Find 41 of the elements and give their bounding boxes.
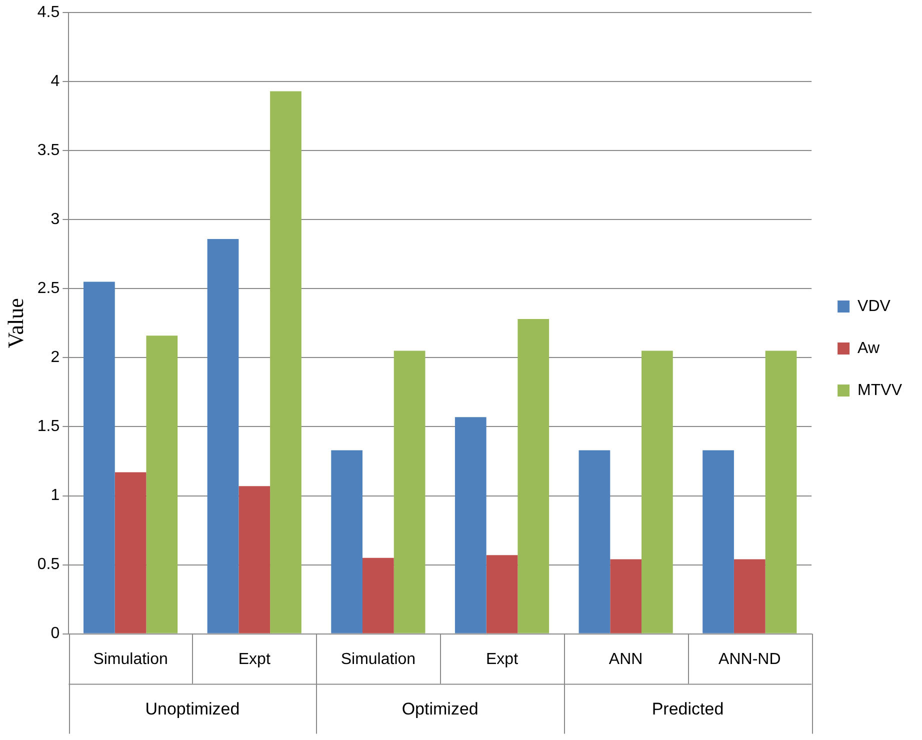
legend-label: Aw — [858, 340, 880, 357]
y-tick-label: 3.5 — [37, 142, 60, 160]
x-tick-label: Simulation — [93, 650, 168, 668]
bar — [765, 350, 797, 634]
legend-label: VDV — [858, 298, 891, 315]
y-tick-label: 4.5 — [37, 4, 60, 22]
y-tick-label: 2 — [50, 349, 60, 366]
y-axis-title: Value — [2, 298, 28, 348]
bar — [486, 555, 518, 634]
bar — [394, 350, 426, 634]
bar — [642, 350, 673, 634]
bar — [84, 282, 115, 634]
x-tick-label: Simulation — [340, 650, 416, 668]
x-tick-label: ANN — [608, 650, 643, 668]
legend-label: MTVV — [858, 382, 902, 399]
x-tick-label: Expt — [238, 650, 271, 668]
bar — [146, 336, 178, 634]
bar — [610, 559, 642, 634]
y-tick-label: 0 — [50, 625, 60, 642]
bar — [518, 319, 550, 634]
bar — [270, 91, 302, 634]
text: Optimized — [402, 699, 478, 718]
bar — [114, 472, 146, 634]
bar — [702, 450, 734, 634]
x-tick-label: Expt — [486, 650, 519, 668]
bar — [578, 450, 610, 634]
x-tick-label: ANN-ND — [718, 650, 781, 668]
y-tick-label: 1.5 — [37, 418, 60, 436]
y-tick-label: 1 — [50, 487, 60, 504]
bar — [331, 450, 363, 634]
bar — [454, 417, 486, 634]
bar — [362, 558, 394, 634]
text: Unoptimized — [145, 699, 240, 718]
bar — [238, 486, 270, 634]
bar — [207, 238, 239, 634]
y-tick-label: 3 — [50, 211, 60, 228]
y-tick-label: 4 — [50, 73, 60, 90]
text: Predicted — [652, 699, 724, 718]
bar — [734, 559, 766, 634]
y-tick-label: 2.5 — [37, 280, 60, 298]
y-tick-label: 0.5 — [37, 556, 60, 574]
